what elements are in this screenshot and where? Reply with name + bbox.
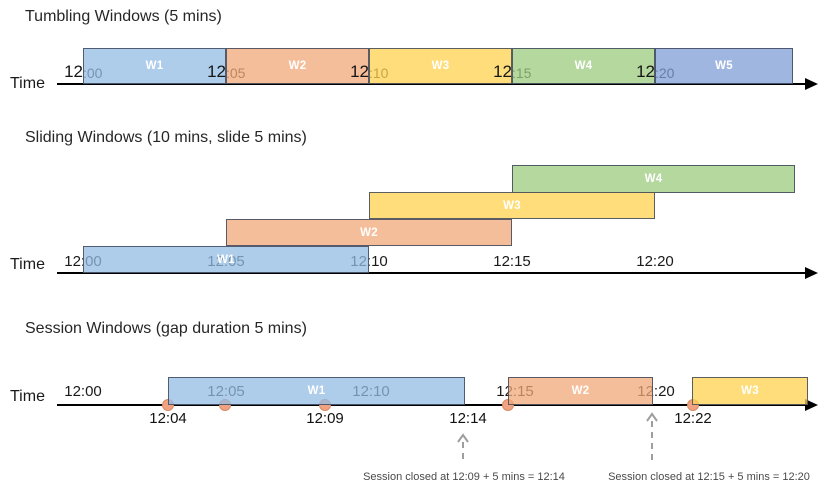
session-close-arrow-icon <box>455 433 471 464</box>
window-label: W3 <box>503 199 521 212</box>
time-axis <box>57 83 806 85</box>
event-time-label: 12:09 <box>306 410 344 427</box>
window-box-w2: W2 <box>226 219 512 246</box>
window-label: W4 <box>574 60 593 72</box>
tick-label: 12:20 <box>636 253 674 270</box>
window-box-w1: W1 <box>83 48 226 84</box>
time-axis-label: Time <box>10 75 45 92</box>
tick-label: 12:00 <box>64 383 102 400</box>
window-box-w3: W3 <box>692 377 808 405</box>
event-time-label: 12:22 <box>674 410 712 427</box>
time-axis-arrow-icon <box>805 399 818 411</box>
window-box-w1: W1 <box>83 246 369 273</box>
event-time-label: 12:04 <box>149 410 187 427</box>
tick-label: 12 <box>64 62 83 81</box>
session-close-arrow-icon <box>644 412 660 464</box>
session-close-annotation: Session closed at 12:15 + 5 mins = 12:20 <box>608 471 810 483</box>
section-title: Sliding Windows (10 mins, slide 5 mins) <box>25 129 307 146</box>
window-label: W1 <box>145 60 164 72</box>
window-label: W1 <box>307 385 326 397</box>
window-box-w1: W1 <box>168 377 465 405</box>
time-axis <box>57 272 806 274</box>
window-label: W2 <box>288 60 307 72</box>
window-label: W1 <box>217 253 235 266</box>
window-label: W2 <box>360 226 378 239</box>
section-title: Tumbling Windows (5 mins) <box>25 8 222 25</box>
window-box-w4: W4 <box>512 165 795 193</box>
tick-label: 12 <box>207 62 226 81</box>
tick-label: 12 <box>350 62 369 81</box>
section-title: Session Windows (gap duration 5 mins) <box>25 320 307 337</box>
tick-label: 12:15 <box>493 253 531 270</box>
window-box-w3: W3 <box>369 48 512 84</box>
window-label: W3 <box>741 385 759 397</box>
window-label: W3 <box>431 60 450 72</box>
time-axis-arrow-icon <box>805 267 818 279</box>
window-box-w4: W4 <box>512 48 655 84</box>
tick-label: 12 <box>636 62 655 81</box>
tick-label: 12 <box>493 62 512 81</box>
window-box-w2: W2 <box>226 48 369 84</box>
window-label: W5 <box>715 60 733 72</box>
time-axis-label: Time <box>10 388 45 405</box>
window-box-w5: W5 <box>655 48 793 84</box>
time-axis <box>57 404 806 406</box>
window-label: W2 <box>571 385 590 397</box>
time-axis-label: Time <box>10 256 45 273</box>
window-label: W4 <box>644 173 663 185</box>
session-close-annotation: Session closed at 12:09 + 5 mins = 12:14 <box>363 471 565 483</box>
window-box-w2: W2 <box>508 377 653 405</box>
event-time-label: 12:14 <box>449 410 487 427</box>
window-box-w3: W3 <box>369 192 655 219</box>
time-axis-arrow-icon <box>805 78 818 90</box>
